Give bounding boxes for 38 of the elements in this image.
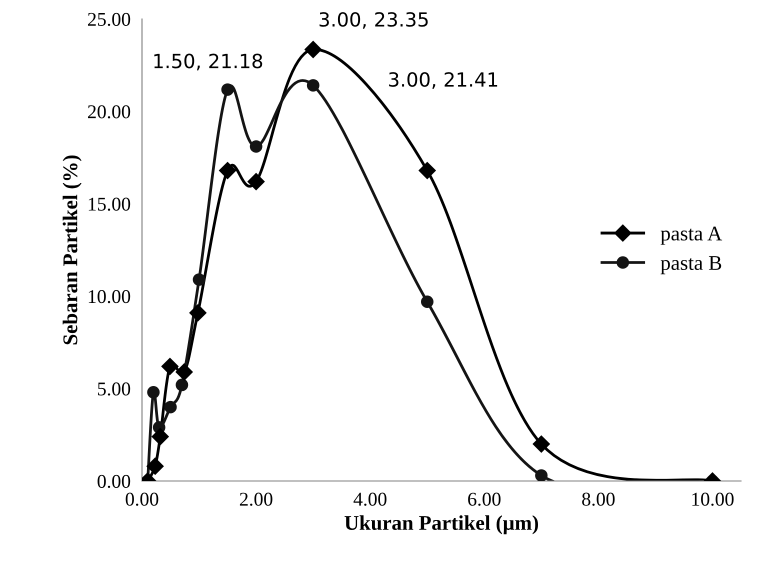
point [192,273,206,286]
point [189,304,206,322]
y-tick-label: 15.00 [88,198,130,211]
point [152,428,169,446]
point [304,40,322,58]
point [176,378,188,392]
point [221,83,234,96]
x-axis-title: Ukuran Partikel (µm) [344,515,538,534]
point [147,386,160,399]
point [176,363,193,381]
y-axis-title: Sebaran Partikel (%) [62,155,82,344]
point [420,295,434,308]
legend-label: pasta B [660,256,722,274]
point [161,358,179,375]
point [306,79,320,92]
point [535,469,548,481]
x-tick-label: 10.00 [692,492,734,506]
point [532,435,550,453]
y-tick-label: 10.00 [88,290,130,304]
y-tick-label: 5.00 [98,382,130,396]
annotation: 3.00, 21.41 [389,72,498,89]
point [219,162,236,180]
x-tick-label: 2.00 [240,492,272,506]
y-tick-label: 20.00 [88,105,130,118]
x-tick-label: 8.00 [582,492,615,506]
legend-label: pasta A [660,226,722,245]
x-tick-label: 6.00 [468,492,501,506]
x-tick-label: 0.00 [126,492,158,506]
point [164,400,177,414]
point [248,173,265,190]
point [418,162,436,180]
point [146,458,164,475]
x-tick-label: 4.00 [354,492,386,506]
y-tick-label: 0.00 [98,474,130,488]
annotation: 3.00, 23.35 [320,12,428,29]
annotation: 1.50, 21.18 [154,54,262,70]
point [250,140,262,153]
y-tick-label: 25.00 [88,12,130,26]
